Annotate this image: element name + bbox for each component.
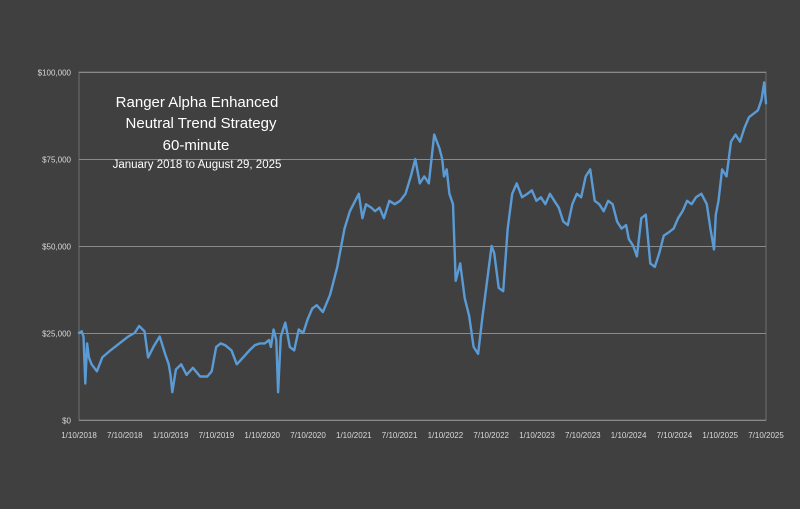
y-tick-label-3: $75,000 xyxy=(42,156,71,165)
x-tick-label-10: 1/10/2023 xyxy=(519,431,555,440)
x-axis: 1/10/2018 7/10/2018 1/10/2019 7/10/2019 1/10… xyxy=(61,431,784,440)
x-tick-label-14: 1/10/2025 xyxy=(702,431,738,440)
x-tick-label-4: 1/10/2020 xyxy=(244,431,280,440)
series-line-0 xyxy=(77,81,768,394)
x-tick-label-15: 7/10/2025 xyxy=(748,431,784,440)
x-tick-label-12: 1/10/2024 xyxy=(611,431,647,440)
y-tick-label-0: $0 xyxy=(62,417,71,426)
x-tick-label-5: 7/10/2020 xyxy=(290,431,326,440)
x-tick-label-1: 7/10/2018 xyxy=(107,431,143,440)
y-tick-label-1: $25,000 xyxy=(42,330,71,339)
x-tick-label-8: 1/10/2022 xyxy=(428,431,464,440)
x-tick-label-9: 7/10/2022 xyxy=(473,431,509,440)
y-tick-label-4: $100,000 xyxy=(38,69,72,78)
y-axis: $0 $25,000 $50,000 $75,000 $100,000 xyxy=(38,69,72,426)
x-tick-label-7: 7/10/2021 xyxy=(382,431,418,440)
grid-layer xyxy=(78,71,767,421)
x-tick-label-11: 7/10/2023 xyxy=(565,431,601,440)
chart-subtitle: January 2018 to August 29, 2025 xyxy=(113,159,282,171)
x-tick-label-0: 1/10/2018 xyxy=(61,431,97,440)
x-tick-label-3: 7/10/2019 xyxy=(199,431,235,440)
x-tick-label-6: 1/10/2021 xyxy=(336,431,372,440)
chart-title-line-3: 60-minute xyxy=(163,137,230,154)
series-layer xyxy=(77,81,768,394)
y-tick-label-2: $50,000 xyxy=(42,243,71,252)
x-tick-label-2: 1/10/2019 xyxy=(153,431,189,440)
x-tick-label-13: 7/10/2024 xyxy=(657,431,693,440)
chart-title-line-1: Ranger Alpha Enhanced xyxy=(116,94,279,111)
chart-title-line-2: Neutral Trend Strategy xyxy=(126,115,277,132)
